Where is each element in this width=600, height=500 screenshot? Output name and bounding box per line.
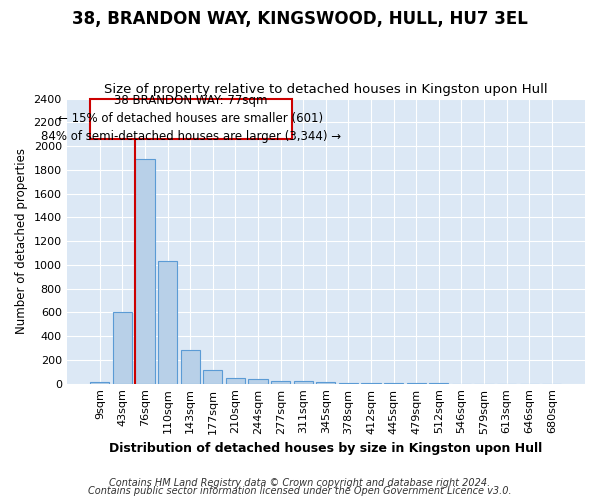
Bar <box>136 159 155 384</box>
Bar <box>158 262 177 384</box>
Title: Size of property relative to detached houses in Kingston upon Hull: Size of property relative to detached ho… <box>104 83 548 96</box>
Bar <box>90 382 109 384</box>
Text: 38, BRANDON WAY, KINGSWOOD, HULL, HU7 3EL: 38, BRANDON WAY, KINGSWOOD, HULL, HU7 3E… <box>72 10 528 28</box>
Bar <box>181 350 200 384</box>
Y-axis label: Number of detached properties: Number of detached properties <box>15 148 28 334</box>
Bar <box>113 312 132 384</box>
Bar <box>226 378 245 384</box>
X-axis label: Distribution of detached houses by size in Kingston upon Hull: Distribution of detached houses by size … <box>109 442 542 455</box>
Bar <box>293 382 313 384</box>
Bar <box>271 380 290 384</box>
Text: Contains HM Land Registry data © Crown copyright and database right 2024.: Contains HM Land Registry data © Crown c… <box>109 478 491 488</box>
Bar <box>339 383 358 384</box>
FancyBboxPatch shape <box>89 98 292 139</box>
Bar <box>316 382 335 384</box>
Text: Contains public sector information licensed under the Open Government Licence v3: Contains public sector information licen… <box>88 486 512 496</box>
Text: 38 BRANDON WAY: 77sqm
← 15% of detached houses are smaller (601)
84% of semi-det: 38 BRANDON WAY: 77sqm ← 15% of detached … <box>41 94 341 144</box>
Bar <box>203 370 223 384</box>
Bar <box>248 378 268 384</box>
